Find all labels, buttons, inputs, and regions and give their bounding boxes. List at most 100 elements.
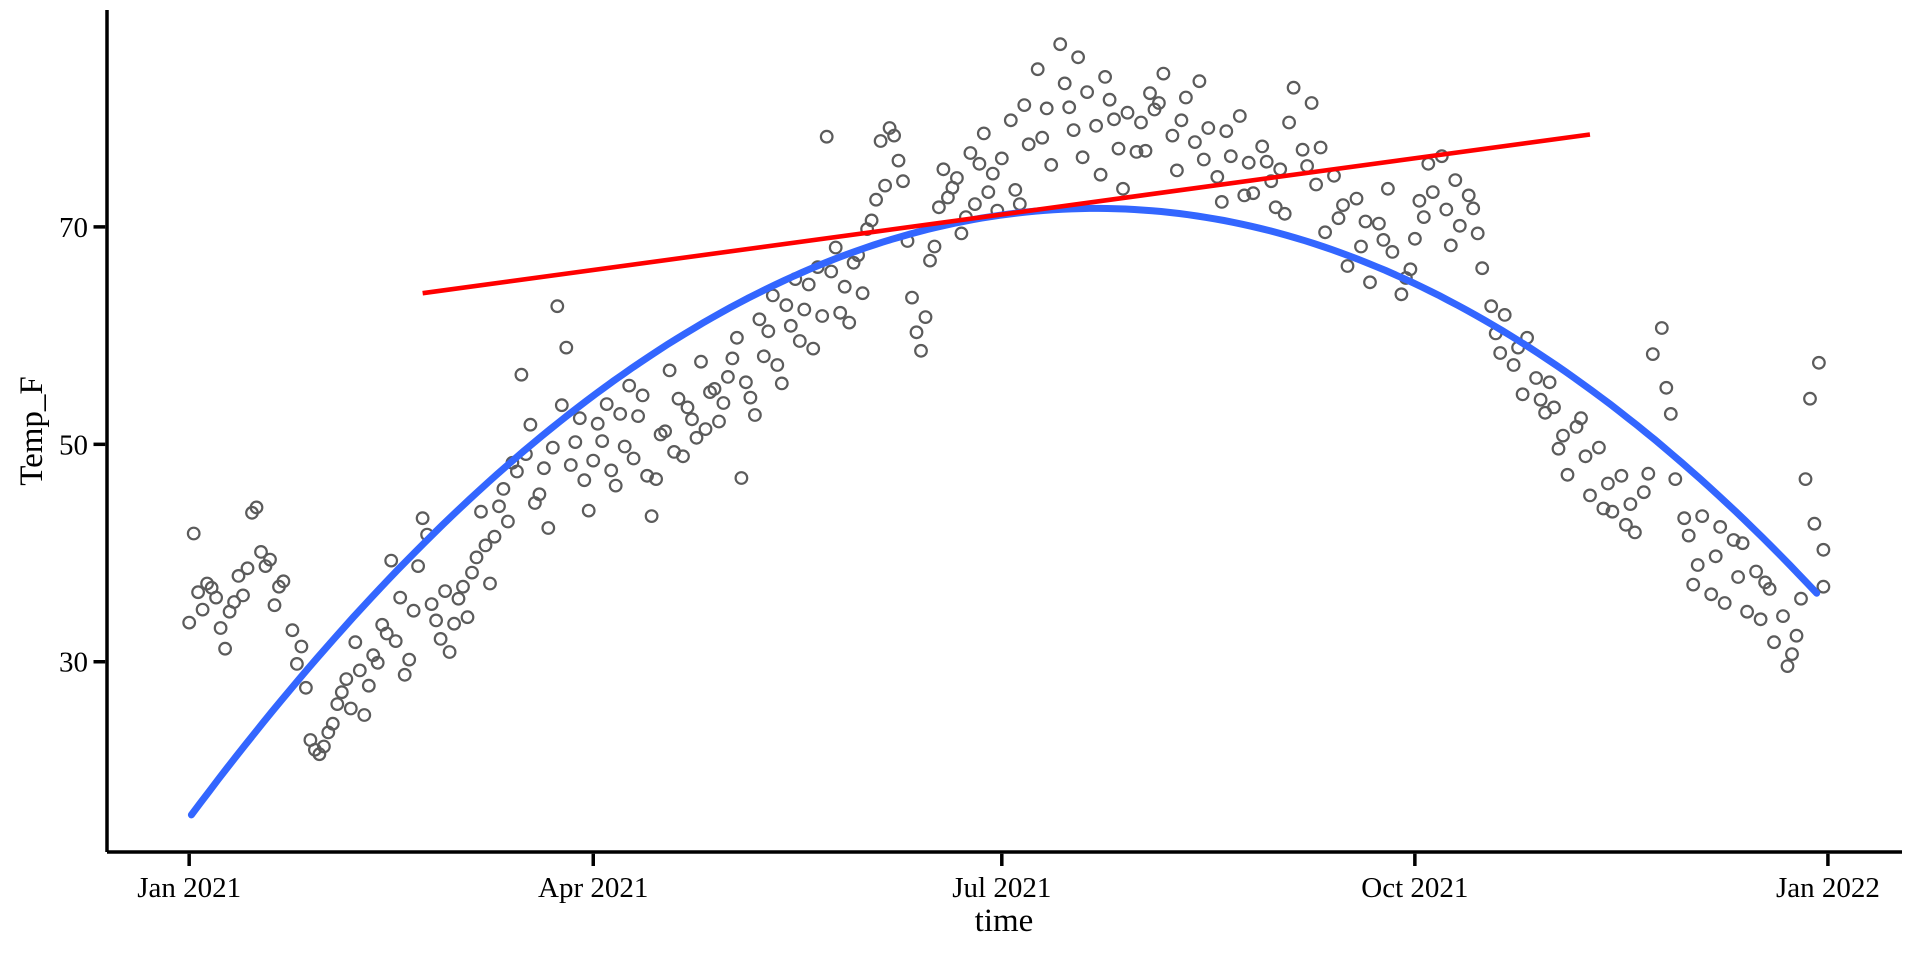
- data-point: [1039, 101, 1054, 116]
- data-point: [1138, 143, 1153, 158]
- data-point: [694, 354, 708, 369]
- data-point: [1003, 113, 1018, 128]
- data-point: [1066, 123, 1081, 138]
- y-tick-label: 50: [59, 429, 88, 461]
- data-point: [698, 422, 713, 437]
- data-point: [891, 153, 906, 168]
- data-point: [1143, 86, 1157, 101]
- data-point: [317, 739, 331, 754]
- data-point: [739, 375, 753, 390]
- data-point: [689, 430, 704, 445]
- data-point: [1574, 411, 1588, 426]
- data-point: [626, 451, 641, 466]
- data-point: [191, 585, 206, 600]
- data-point: [537, 461, 551, 476]
- data-point: [1816, 542, 1831, 557]
- data-point: [914, 343, 928, 358]
- data-point: [1547, 400, 1561, 415]
- data-point: [923, 253, 937, 268]
- data-point: [613, 407, 628, 421]
- data-point: [308, 742, 322, 757]
- data-point: [1681, 528, 1696, 543]
- data-point: [1309, 177, 1323, 192]
- data-point: [402, 652, 417, 667]
- data-point: [510, 464, 524, 479]
- x-tick-label: Jul 2021: [952, 872, 1051, 904]
- data-point: [1789, 628, 1804, 643]
- x-tick-label: Jan 2021: [137, 872, 241, 904]
- data-point: [299, 680, 313, 695]
- data-point: [954, 226, 969, 241]
- data-point: [1780, 659, 1795, 673]
- data-point: [294, 639, 309, 654]
- data-point: [1089, 118, 1103, 133]
- data-point: [1807, 516, 1822, 531]
- data-point: [1407, 231, 1422, 246]
- data-point: [577, 473, 592, 488]
- data-point: [1811, 355, 1826, 370]
- data-point: [1017, 98, 1032, 112]
- data-point: [182, 615, 197, 630]
- data-point: [1529, 371, 1543, 385]
- data-point: [635, 388, 650, 403]
- data-point: [1740, 604, 1754, 619]
- data-point: [456, 579, 470, 594]
- data-point: [1371, 216, 1386, 231]
- linear-fit-line: [422, 132, 1591, 296]
- data-point: [972, 156, 987, 171]
- data-point: [1425, 185, 1440, 200]
- data-point: [1654, 321, 1669, 335]
- data-point: [276, 574, 291, 589]
- data-point: [1201, 121, 1216, 135]
- data-point: [483, 576, 497, 591]
- data-point: [343, 701, 358, 716]
- data-point: [855, 286, 870, 301]
- data-point: [1533, 392, 1548, 407]
- data-point: [968, 197, 982, 212]
- data-point: [424, 597, 439, 611]
- data-point: [1102, 92, 1117, 107]
- data-point: [438, 584, 453, 598]
- data-point: [1380, 181, 1395, 196]
- data-point: [1677, 511, 1692, 526]
- data-point: [209, 590, 224, 605]
- data-point: [1178, 90, 1193, 105]
- data-point: [1012, 197, 1027, 212]
- data-point: [1641, 466, 1656, 481]
- data-point: [501, 514, 515, 529]
- data-point: [1785, 647, 1799, 661]
- data-point: [819, 129, 834, 144]
- data-point: [460, 610, 475, 625]
- data-point: [290, 657, 304, 671]
- data-point: [1717, 596, 1732, 610]
- data-point: [837, 279, 852, 294]
- data-point: [1475, 261, 1490, 276]
- data-point: [415, 511, 430, 526]
- y-axis-ticks: 70 50 30: [59, 212, 106, 679]
- data-point: [568, 435, 583, 450]
- data-point: [240, 561, 255, 576]
- data-point: [896, 174, 910, 189]
- data-point: [406, 603, 421, 618]
- data-point: [1156, 66, 1171, 81]
- data-point: [411, 559, 426, 573]
- data-point: [1515, 387, 1530, 402]
- data-point: [1493, 346, 1508, 360]
- data-point: [1816, 579, 1831, 594]
- data-point: [384, 553, 399, 568]
- data-point: [554, 398, 569, 413]
- data-point: [1021, 137, 1036, 152]
- data-point: [195, 602, 210, 617]
- data-point: [1075, 150, 1090, 165]
- data-point: [1506, 358, 1521, 372]
- data-point: [1030, 62, 1045, 77]
- data-point: [186, 526, 201, 541]
- data-point: [572, 411, 587, 426]
- data-point: [1111, 141, 1126, 156]
- data-point: [1578, 449, 1593, 464]
- data-point: [918, 310, 933, 325]
- data-point: [887, 128, 901, 143]
- data-point: [1277, 206, 1292, 221]
- data-point: [1273, 162, 1288, 177]
- data-point: [532, 487, 547, 502]
